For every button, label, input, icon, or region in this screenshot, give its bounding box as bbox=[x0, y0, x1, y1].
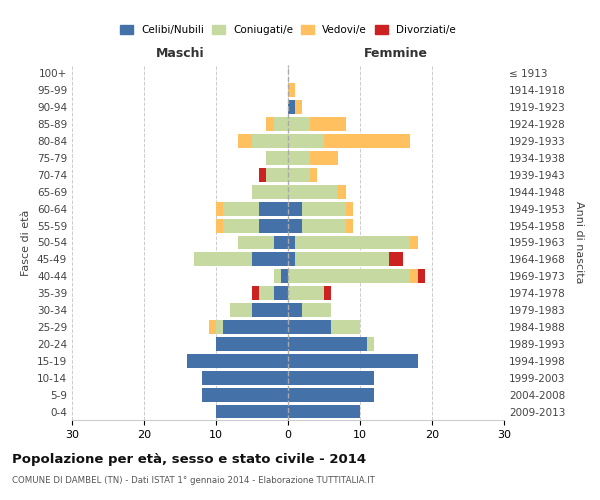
Bar bbox=[252, 185, 288, 198]
Y-axis label: Fasce di età: Fasce di età bbox=[22, 210, 31, 276]
Bar bbox=[310, 117, 346, 131]
Bar bbox=[288, 388, 374, 402]
Bar bbox=[288, 303, 302, 317]
Bar bbox=[346, 218, 353, 232]
Bar bbox=[216, 202, 223, 215]
Bar bbox=[324, 134, 410, 148]
Bar bbox=[302, 202, 346, 215]
Bar bbox=[288, 236, 295, 250]
Bar bbox=[238, 134, 252, 148]
Bar bbox=[288, 286, 324, 300]
Bar bbox=[216, 320, 223, 334]
Bar bbox=[252, 286, 259, 300]
Bar bbox=[331, 320, 360, 334]
Text: COMUNE DI DAMBEL (TN) - Dati ISTAT 1° gennaio 2014 - Elaborazione TUTTITALIA.IT: COMUNE DI DAMBEL (TN) - Dati ISTAT 1° ge… bbox=[12, 476, 375, 485]
Bar bbox=[252, 252, 288, 266]
Bar bbox=[274, 286, 288, 300]
Bar bbox=[259, 168, 266, 182]
Bar bbox=[216, 404, 288, 418]
Bar bbox=[288, 354, 418, 368]
Bar bbox=[202, 388, 288, 402]
Bar bbox=[209, 320, 216, 334]
Text: Popolazione per età, sesso e stato civile - 2014: Popolazione per età, sesso e stato civil… bbox=[12, 452, 366, 466]
Legend: Celibi/Nubili, Coniugati/e, Vedovi/e, Divorziati/e: Celibi/Nubili, Coniugati/e, Vedovi/e, Di… bbox=[116, 20, 460, 39]
Bar bbox=[288, 185, 338, 198]
Bar bbox=[266, 151, 288, 165]
Bar bbox=[288, 100, 295, 114]
Bar bbox=[223, 320, 288, 334]
Bar bbox=[202, 371, 288, 384]
Bar bbox=[252, 303, 288, 317]
Bar bbox=[288, 270, 410, 283]
Bar bbox=[302, 303, 331, 317]
Bar bbox=[346, 202, 353, 215]
Bar bbox=[288, 371, 374, 384]
Bar bbox=[288, 218, 302, 232]
Bar bbox=[238, 236, 274, 250]
Text: Maschi: Maschi bbox=[155, 47, 205, 60]
Bar bbox=[338, 185, 346, 198]
Bar bbox=[288, 337, 367, 351]
Bar bbox=[230, 303, 252, 317]
Bar bbox=[216, 218, 223, 232]
Bar bbox=[302, 218, 346, 232]
Bar bbox=[410, 236, 418, 250]
Bar bbox=[266, 117, 274, 131]
Bar bbox=[295, 100, 302, 114]
Bar bbox=[389, 252, 403, 266]
Bar bbox=[324, 286, 331, 300]
Bar bbox=[288, 320, 331, 334]
Bar bbox=[288, 252, 295, 266]
Bar bbox=[252, 134, 288, 148]
Bar bbox=[223, 202, 259, 215]
Bar bbox=[295, 252, 389, 266]
Bar bbox=[194, 252, 252, 266]
Bar bbox=[281, 270, 288, 283]
Bar bbox=[266, 168, 288, 182]
Bar bbox=[259, 286, 274, 300]
Bar bbox=[410, 270, 418, 283]
Bar bbox=[288, 404, 360, 418]
Bar bbox=[288, 134, 324, 148]
Text: Femmine: Femmine bbox=[364, 47, 428, 60]
Bar bbox=[288, 168, 310, 182]
Bar bbox=[288, 84, 295, 98]
Bar bbox=[274, 270, 281, 283]
Bar bbox=[259, 218, 288, 232]
Bar bbox=[288, 117, 310, 131]
Bar bbox=[288, 202, 302, 215]
Bar bbox=[259, 202, 288, 215]
Bar bbox=[274, 236, 288, 250]
Bar bbox=[187, 354, 288, 368]
Bar bbox=[367, 337, 374, 351]
Bar bbox=[274, 117, 288, 131]
Bar bbox=[310, 151, 338, 165]
Bar bbox=[310, 168, 317, 182]
Bar bbox=[223, 218, 259, 232]
Bar bbox=[418, 270, 425, 283]
Bar bbox=[288, 151, 310, 165]
Bar bbox=[216, 337, 288, 351]
Bar bbox=[295, 236, 410, 250]
Y-axis label: Anni di nascita: Anni di nascita bbox=[574, 201, 584, 284]
